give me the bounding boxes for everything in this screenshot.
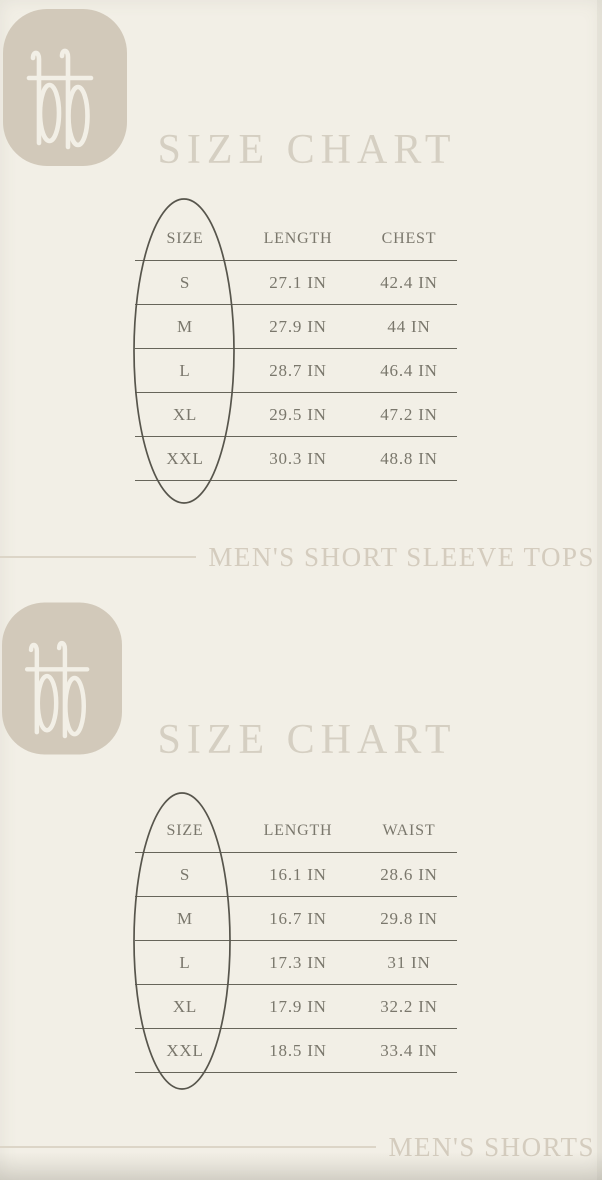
brand-logo [3, 9, 127, 166]
section-title-tops: SIZE CHART [157, 127, 457, 173]
length-cell: 30.3 IN [269, 448, 327, 468]
length-cell: 27.9 IN [269, 316, 327, 336]
tops-size-table: SIZE LENGTH CHEST S 27.1 IN 42.4 IN M 27… [135, 218, 457, 481]
table-row: S 16.1 IN 28.6 IN [135, 853, 457, 897]
length-cell: 18.5 IN [269, 1040, 327, 1060]
table-row: XXL 30.3 IN 48.8 IN [135, 437, 457, 481]
table-row: M 16.7 IN 29.8 IN [135, 897, 457, 941]
size-cell: L [179, 952, 191, 972]
table-row: L 28.7 IN 46.4 IN [135, 349, 457, 393]
column-header-length: LENGTH [263, 822, 333, 839]
tops-caption: MEN'S SHORT SLEEVE TOPS [208, 541, 595, 572]
bb-monogram-icon [3, 9, 127, 166]
table-row: XL 29.5 IN 47.2 IN [135, 393, 457, 437]
size-cell: M [177, 908, 193, 928]
length-cell: 16.7 IN [269, 908, 327, 928]
length-cell: 29.5 IN [269, 404, 327, 424]
size-cell: XXL [166, 448, 204, 468]
shorts-caption: MEN'S SHORTS [388, 1131, 595, 1162]
waist-cell: 32.2 IN [380, 996, 438, 1016]
size-cell: S [179, 272, 191, 292]
bottom-vignette [0, 1152, 602, 1180]
size-cell: L [179, 360, 191, 380]
chest-cell: 44 IN [387, 316, 431, 336]
length-cell: 16.1 IN [269, 864, 327, 884]
size-cell: S [179, 864, 191, 884]
bb-monogram-icon [2, 602, 122, 755]
table-row: M 27.9 IN 44 IN [135, 305, 457, 349]
chest-cell: 46.4 IN [380, 360, 438, 380]
size-cell: XL [172, 404, 198, 424]
chest-cell: 48.8 IN [380, 448, 438, 468]
table-header-row: SIZE LENGTH WAIST [135, 810, 457, 853]
chest-cell: 42.4 IN [380, 272, 438, 292]
waist-cell: 33.4 IN [380, 1040, 438, 1060]
column-header-chest: CHEST [381, 230, 437, 247]
waist-cell: 28.6 IN [380, 864, 438, 884]
length-cell: 17.9 IN [269, 996, 327, 1016]
table-row: XXL 18.5 IN 33.4 IN [135, 1029, 457, 1073]
section-title-shorts: SIZE CHART [157, 717, 457, 763]
column-header-waist: WAIST [382, 822, 436, 839]
length-cell: 17.3 IN [269, 952, 327, 972]
table-row: XL 17.9 IN 32.2 IN [135, 985, 457, 1029]
column-header-size: SIZE [166, 822, 204, 839]
size-cell: M [177, 316, 193, 336]
right-edge-vignette [597, 0, 602, 1180]
divider-line [0, 556, 197, 558]
divider-line [0, 1146, 377, 1148]
length-cell: 28.7 IN [269, 360, 327, 380]
size-cell: XL [172, 996, 198, 1016]
brand-logo [2, 600, 122, 757]
table-header-row: SIZE LENGTH CHEST [135, 218, 457, 261]
tops-caption-divider: MEN'S SHORT SLEEVE TOPS [0, 542, 595, 572]
chest-cell: 47.2 IN [380, 404, 438, 424]
table-row: L 17.3 IN 31 IN [135, 941, 457, 985]
waist-cell: 29.8 IN [380, 908, 438, 928]
column-header-size: SIZE [166, 230, 204, 247]
waist-cell: 31 IN [387, 952, 431, 972]
table-row: S 27.1 IN 42.4 IN [135, 261, 457, 305]
shorts-size-table: SIZE LENGTH WAIST S 16.1 IN 28.6 IN M 16… [135, 810, 457, 1073]
column-header-length: LENGTH [263, 230, 333, 247]
length-cell: 27.1 IN [269, 272, 327, 292]
size-cell: XXL [166, 1040, 204, 1060]
shorts-caption-divider: MEN'S SHORTS [0, 1132, 595, 1162]
